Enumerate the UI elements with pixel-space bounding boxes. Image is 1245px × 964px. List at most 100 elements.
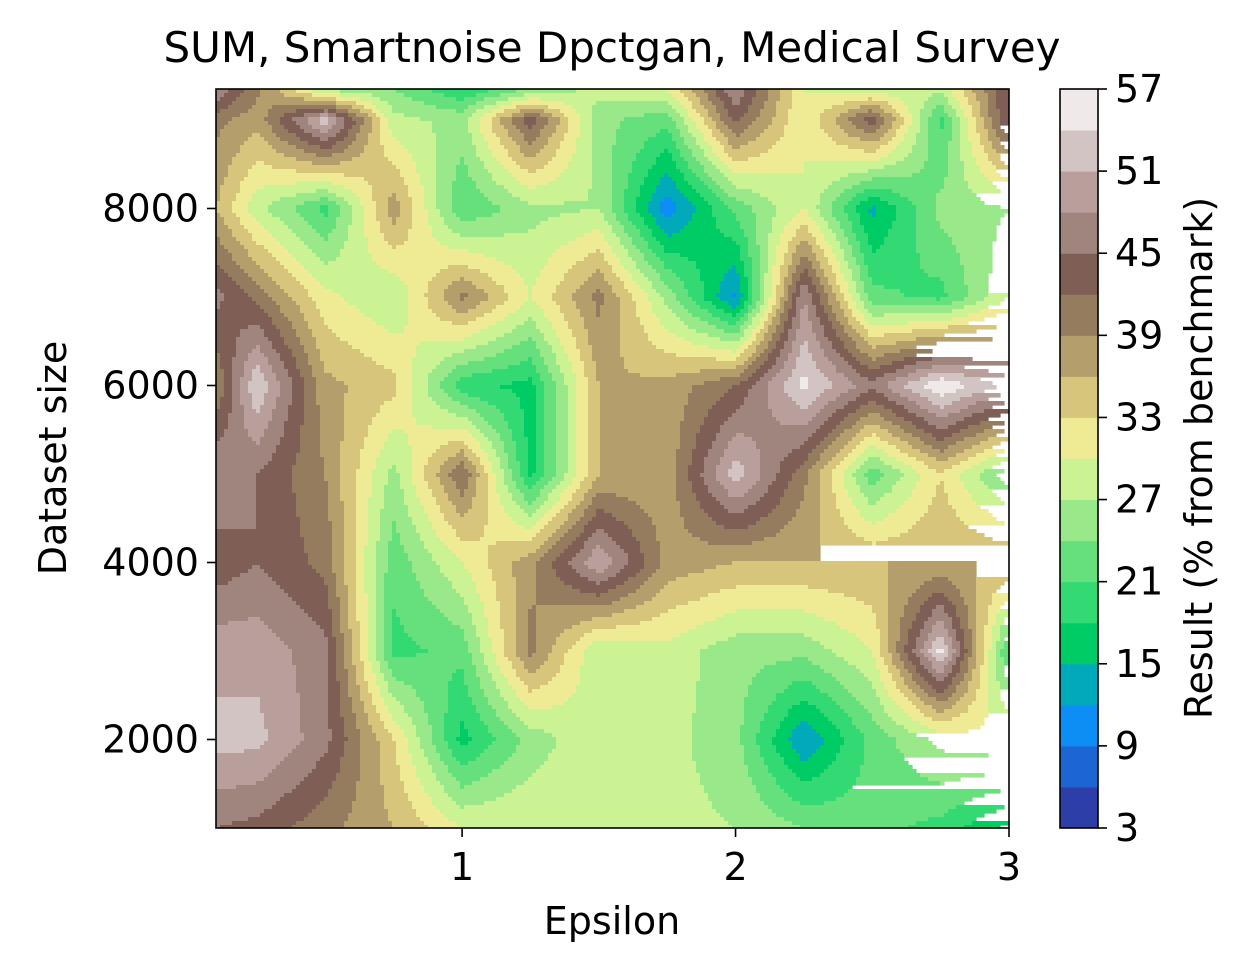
contour-cell [436,201,453,206]
contour-cell [812,449,825,454]
contour-cell [600,473,677,478]
contour-cell [752,333,757,338]
contour-cell [968,621,977,626]
contour-cell [400,169,417,174]
contour-cell [708,109,717,114]
contour-cell [592,553,609,558]
contour-cell [364,437,389,442]
contour-cell [968,425,993,430]
contour-cell [720,113,729,118]
contour-cell [800,405,809,410]
contour-cell [256,481,293,486]
contour-cell [980,105,989,110]
contour-cell [356,537,369,542]
contour-cell [508,365,537,370]
contour-cell [452,549,489,554]
contour-cell [844,329,857,334]
contour-cell [636,301,653,306]
contour-cell [800,289,809,294]
contour-cell [692,453,709,458]
contour-cell [732,305,737,310]
contour-cell [620,305,637,310]
contour-cell [704,289,721,294]
contour-cell [476,425,493,430]
contour-cell [344,541,357,546]
contour-cell [412,397,433,402]
contour-cell [232,393,241,398]
contour-cell [940,297,965,302]
contour-cell [328,517,345,522]
contour-cell [948,413,973,418]
contour-cell [792,517,821,522]
contour-cell [588,429,601,434]
contour-cell [352,189,373,194]
contour-cell [384,609,393,614]
contour-cell [380,229,409,234]
contour-cell [216,297,225,302]
contour-cell [348,625,361,630]
contour-cell [276,397,293,402]
contour-cell [732,169,805,174]
contour-cell [864,537,889,542]
contour-cell [544,309,561,314]
contour-cell [516,481,525,486]
contour-cell [664,281,685,286]
contour-cell [216,129,221,134]
contour-cell [564,549,581,554]
contour-cell [240,221,261,226]
contour-cell [492,117,501,122]
contour-cell [604,509,645,514]
contour-cell [748,285,753,290]
contour-cell [680,513,709,518]
contour-cell [976,609,989,614]
contour-cell [876,541,1009,546]
contour-cell [216,469,261,474]
contour-cell [916,617,929,622]
contour-cell [920,437,937,442]
contour-cell [948,633,957,638]
contour-cell [488,517,513,522]
contour-cell [408,293,425,298]
contour-cell [724,449,761,454]
contour-cell [716,325,741,330]
contour-cell [556,573,581,578]
contour-cell [568,429,577,434]
contour-cell [756,441,805,446]
contour-cell [680,149,693,154]
contour-cell [716,521,757,526]
contour-cell [500,457,509,462]
contour-cell [680,277,701,282]
contour-cell [968,285,989,290]
contour-cell [756,313,765,318]
contour-cell [508,153,525,158]
contour-cell [780,465,801,470]
contour-cell [564,477,573,482]
contour-cell [988,153,1001,158]
contour-cell [592,173,613,178]
contour-cell [592,141,617,146]
contour-cell [824,353,841,358]
contour-cell [868,269,925,274]
contour-cell [380,453,413,458]
contour-cell [536,277,565,282]
contour-cell [692,533,777,538]
contour-cell [216,261,237,266]
contour-cell [396,521,413,526]
contour-cell [320,625,333,630]
contour-cell [240,401,253,406]
contour-cell [612,189,625,194]
contour-cell [808,309,817,314]
contour-cell [864,337,917,342]
contour-cell [496,181,521,186]
contour-cell [752,257,761,262]
contour-cell [928,505,953,510]
contour-cell [684,121,697,126]
contour-cell [684,417,705,422]
contour-cell [436,189,453,194]
contour-cell [544,125,557,130]
contour-cell [996,613,1009,618]
contour-cell [344,557,357,562]
contour-cell [680,153,693,158]
contour-cell [452,477,469,482]
contour-cell [216,517,257,522]
